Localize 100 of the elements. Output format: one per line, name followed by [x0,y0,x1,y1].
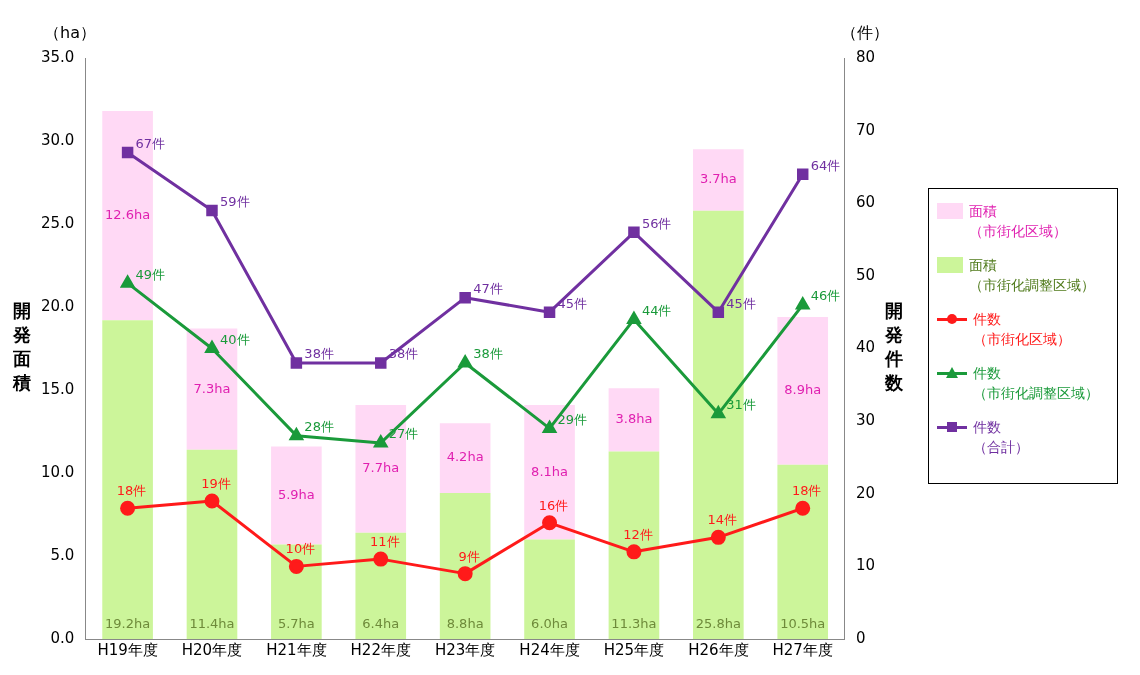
x-tick-label: H23年度 [434,640,496,659]
data-label: 45件 [726,295,756,311]
data-label: 8.8ha [446,616,484,632]
legend-label: 件数（市街化調整区域） [973,363,1099,403]
data-label: 38件 [473,346,503,362]
y2-axis-title: 開発件数 [884,300,904,394]
legend-label: 件数（合計） [973,417,1029,457]
bar [524,539,575,639]
data-label: 56件 [641,215,672,231]
data-label: 8.9ha [784,382,822,398]
data-label: 11.4ha [189,616,235,632]
data-label: 10.5ha [780,616,826,632]
data-label: 4.2ha [446,449,484,465]
point [627,311,641,324]
data-label: 10件 [285,541,316,557]
data-label: 9件 [458,548,480,564]
data-label: 38件 [304,346,334,362]
point [796,297,810,310]
y2-tick-label: 70 [855,120,876,139]
x-tick-label: H26年度 [688,640,749,659]
bar [777,316,829,465]
y2-tick-label: 50 [855,265,876,284]
bar [608,451,660,639]
x-tick-label: H19年度 [97,640,158,659]
point [710,529,726,545]
text: （ha） [44,23,96,43]
point [289,428,304,441]
data-label: 19.2ha [105,616,151,632]
data-label: 18件 [791,483,822,499]
y-tick-label: 5.0 [50,545,75,564]
data-label: 7.3ha [193,380,231,396]
point [120,275,135,288]
y-tick-label: 10.0 [40,462,75,481]
y2-tick-label: 20 [855,483,876,502]
data-label: 12.6ha [105,207,151,223]
point [542,420,557,433]
x-tick-label: H20年度 [181,640,243,659]
point [374,435,388,448]
bar [355,532,407,639]
x-tick-label: H21年度 [266,640,327,659]
legend-label: 面積（市街化調整区域） [969,255,1095,295]
bar [102,111,153,321]
data-label: 46件 [810,288,841,304]
point [204,493,220,509]
point [205,341,219,353]
bar [608,388,660,452]
x-tick-label: H22年度 [350,640,411,659]
data-label: 47件 [473,281,503,297]
data-label: 6.0ha [531,616,568,632]
bar [693,210,744,639]
point [542,515,558,531]
y2-tick-label: 60 [855,193,876,212]
point [712,306,725,318]
data-label: 12件 [623,526,653,542]
point [543,306,556,318]
y-axis-title: 開発面積 [12,300,31,394]
bar [355,404,407,533]
point [796,168,809,180]
point [458,355,472,368]
y2-tick-label: 0 [855,628,866,647]
y-tick-label: 30.0 [40,130,75,149]
point [120,500,136,516]
data-label: 3.7ha [699,171,737,187]
data-label: 25.8ha [695,616,741,632]
data-label: 49件 [135,266,166,282]
bar [102,320,153,639]
point [459,291,471,304]
data-label: 8.1ha [531,463,568,479]
data-label: 11件 [369,533,400,549]
y-tick-label: 25.0 [40,213,75,232]
point [375,357,387,369]
data-label: 16件 [538,497,569,513]
y-tick-label: 20.0 [40,296,75,315]
point [711,406,726,419]
y-tick-label: 35.0 [40,47,75,66]
data-label: 6.4ha [362,616,400,632]
point [626,544,642,560]
y2-tick-label: 10 [855,556,876,575]
text: （件） [840,23,889,43]
point [206,204,218,217]
data-label: 3.8ha [615,411,653,427]
legend-label: 件数（市街化区域） [973,309,1071,349]
data-label: 40件 [219,331,250,347]
data-label: 67件 [135,135,166,151]
x-tick-label: H25年度 [603,640,665,659]
x-tick-label: H24年度 [519,640,580,659]
y-tick-label: 15.0 [40,379,75,398]
point [628,226,640,239]
point [288,558,304,574]
x-tick-label: H27年度 [772,640,833,659]
point [290,357,303,369]
data-label: 19件 [201,475,231,491]
bar [186,449,238,639]
data-label: 27件 [388,426,419,442]
bar [186,328,238,450]
data-label: 11.3ha [611,616,657,632]
data-label: 59件 [219,193,250,209]
data-label: 14件 [707,512,738,528]
legend-label: 面積（市街化区域） [969,201,1067,241]
bar [439,492,491,639]
